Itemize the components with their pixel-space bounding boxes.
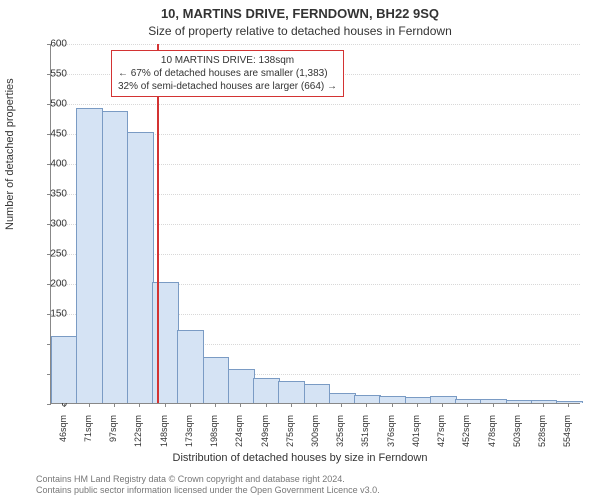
gridline bbox=[51, 104, 580, 105]
histogram-bar bbox=[76, 108, 103, 403]
x-tick-label: 46sqm bbox=[58, 415, 68, 455]
x-tick-label: 198sqm bbox=[209, 415, 219, 455]
x-tick-label: 376sqm bbox=[386, 415, 396, 455]
callout-line: ← 67% of detached houses are smaller (1,… bbox=[118, 67, 337, 80]
y-tick-label: 400 bbox=[37, 159, 67, 170]
plot-area: 10 MARTINS DRIVE: 138sqm← 67% of detache… bbox=[50, 44, 580, 404]
x-tick-mark bbox=[266, 403, 267, 407]
title-main: 10, MARTINS DRIVE, FERNDOWN, BH22 9SQ bbox=[0, 6, 600, 21]
x-tick-label: 427sqm bbox=[436, 415, 446, 455]
callout-line: 32% of semi-detached houses are larger (… bbox=[118, 80, 337, 93]
x-tick-label: 148sqm bbox=[159, 415, 169, 455]
x-tick-mark bbox=[240, 403, 241, 407]
x-tick-label: 122sqm bbox=[133, 415, 143, 455]
histogram-bar bbox=[177, 330, 204, 403]
x-tick-mark bbox=[568, 403, 569, 407]
x-tick-label: 401sqm bbox=[411, 415, 421, 455]
histogram-bar bbox=[556, 401, 583, 403]
histogram-bar bbox=[405, 397, 432, 403]
x-tick-mark bbox=[165, 403, 166, 407]
x-tick-label: 71sqm bbox=[83, 415, 93, 455]
title-sub: Size of property relative to detached ho… bbox=[0, 24, 600, 38]
x-tick-mark bbox=[190, 403, 191, 407]
footer-attribution: Contains HM Land Registry data © Crown c… bbox=[36, 474, 380, 497]
y-tick-label: 300 bbox=[37, 219, 67, 230]
callout-line: 10 MARTINS DRIVE: 138sqm bbox=[118, 54, 337, 67]
x-tick-mark bbox=[493, 403, 494, 407]
x-tick-label: 351sqm bbox=[360, 415, 370, 455]
y-tick-label: 450 bbox=[37, 129, 67, 140]
histogram-bar bbox=[51, 336, 78, 403]
x-tick-mark bbox=[366, 403, 367, 407]
x-tick-mark bbox=[215, 403, 216, 407]
x-tick-label: 249sqm bbox=[260, 415, 270, 455]
x-tick-mark bbox=[341, 403, 342, 407]
histogram-bar bbox=[455, 399, 482, 403]
x-tick-mark bbox=[518, 403, 519, 407]
gridline bbox=[51, 44, 580, 45]
x-tick-label: 503sqm bbox=[512, 415, 522, 455]
histogram-bar bbox=[127, 132, 154, 403]
y-tick-label: 150 bbox=[37, 309, 67, 320]
chart-container: 10, MARTINS DRIVE, FERNDOWN, BH22 9SQ Si… bbox=[0, 0, 600, 500]
y-tick-label: 500 bbox=[37, 99, 67, 110]
x-tick-label: 275sqm bbox=[285, 415, 295, 455]
x-tick-label: 325sqm bbox=[335, 415, 345, 455]
x-tick-mark bbox=[139, 403, 140, 407]
x-tick-mark bbox=[467, 403, 468, 407]
histogram-bar bbox=[329, 393, 356, 403]
x-tick-mark bbox=[543, 403, 544, 407]
x-tick-label: 478sqm bbox=[487, 415, 497, 455]
histogram-bar bbox=[531, 400, 558, 403]
x-tick-mark bbox=[291, 403, 292, 407]
footer-line-1: Contains HM Land Registry data © Crown c… bbox=[36, 474, 380, 485]
x-tick-mark bbox=[442, 403, 443, 407]
histogram-bar bbox=[506, 400, 533, 403]
histogram-bar bbox=[278, 381, 305, 403]
histogram-bar bbox=[304, 384, 331, 403]
x-tick-mark bbox=[316, 403, 317, 407]
histogram-bar bbox=[379, 396, 406, 403]
x-tick-label: 97sqm bbox=[108, 415, 118, 455]
x-tick-label: 173sqm bbox=[184, 415, 194, 455]
y-tick-label: 200 bbox=[37, 279, 67, 290]
x-tick-label: 300sqm bbox=[310, 415, 320, 455]
x-tick-mark bbox=[114, 403, 115, 407]
x-tick-mark bbox=[392, 403, 393, 407]
y-tick-label: 550 bbox=[37, 69, 67, 80]
histogram-bar bbox=[253, 378, 280, 403]
histogram-bar bbox=[480, 399, 507, 403]
histogram-bar bbox=[203, 357, 230, 403]
x-tick-label: 224sqm bbox=[234, 415, 244, 455]
y-tick-label: 600 bbox=[37, 39, 67, 50]
y-tick-label: 350 bbox=[37, 189, 67, 200]
y-tick-label: 250 bbox=[37, 249, 67, 260]
x-tick-mark bbox=[89, 403, 90, 407]
x-tick-label: 452sqm bbox=[461, 415, 471, 455]
histogram-bar bbox=[354, 395, 381, 403]
histogram-bar bbox=[430, 396, 457, 403]
y-axis-label: Number of detached properties bbox=[4, 78, 16, 230]
histogram-bar bbox=[102, 111, 129, 403]
x-tick-label: 554sqm bbox=[562, 415, 572, 455]
histogram-bar bbox=[228, 369, 255, 403]
marker-line bbox=[157, 44, 159, 403]
marker-callout: 10 MARTINS DRIVE: 138sqm← 67% of detache… bbox=[111, 50, 344, 97]
footer-line-2: Contains public sector information licen… bbox=[36, 485, 380, 496]
x-tick-label: 528sqm bbox=[537, 415, 547, 455]
x-tick-mark bbox=[417, 403, 418, 407]
